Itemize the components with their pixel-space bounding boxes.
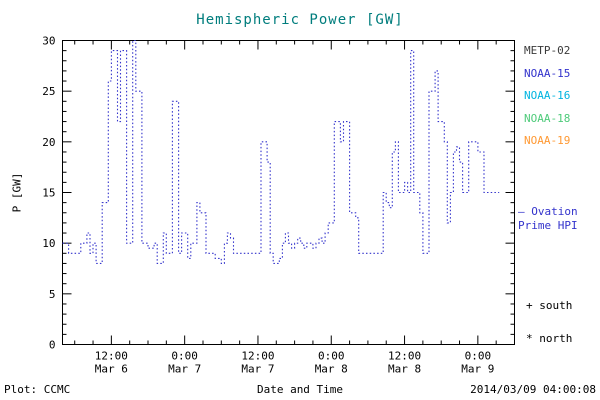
plot-credit: Plot: CCMC	[4, 383, 71, 396]
x-tick-time-label: 12:00	[95, 350, 128, 363]
x-tick-date-label: Mar 8	[388, 363, 421, 376]
legend-item-noaa-15: NOAA-15	[524, 66, 571, 80]
ovation-prime-line1: — Ovation	[518, 205, 578, 218]
x-tick-date-label: Mar 8	[315, 363, 348, 376]
legend: METP-02 NOAA-15 NOAA-16 NOAA-18 NOAA-19	[524, 40, 570, 153]
y-tick-label: 30	[42, 35, 55, 48]
x-tick-date-label: Mar 7	[168, 363, 201, 376]
legend-item-noaa-18: NOAA-18	[524, 111, 571, 125]
north-marker-legend: * north	[526, 332, 573, 345]
x-axis-label: Date and Time	[256, 383, 344, 396]
ovation-prime-line2: Prime HPI	[518, 219, 578, 232]
y-tick-label: 0	[49, 339, 56, 352]
timestamp: 2014/03/09 04:00:08	[470, 383, 596, 396]
x-tick-date-label: Mar 7	[241, 363, 274, 376]
plot-frame	[62, 40, 515, 345]
legend-item-noaa-19: NOAA-19	[524, 134, 571, 147]
x-tick-time-label: 0:00	[318, 350, 345, 363]
x-tick-date-label: Mar 6	[95, 363, 128, 376]
x-tick-time-label: 0:00	[171, 350, 198, 363]
y-tick-label: 25	[42, 85, 55, 98]
south-marker-legend: + south	[526, 299, 573, 312]
chart-title: Hemispheric Power [GW]	[196, 12, 404, 28]
y-axis-label: P [GW]	[10, 172, 24, 213]
y-tick-label: 10	[42, 237, 55, 250]
legend-item-metp-02: METP-02	[524, 44, 571, 57]
y-tick-label: 15	[42, 187, 55, 200]
legend-item-noaa-16: NOAA-16	[524, 89, 571, 102]
x-tick-time-label: 12:00	[241, 350, 274, 363]
hpi-data-line	[62, 39, 500, 264]
y-tick-label: 5	[49, 288, 56, 301]
x-tick-date-label: Mar 9	[461, 363, 494, 376]
y-tick-label: 20	[42, 136, 55, 149]
x-tick-time-label: 12:00	[388, 350, 421, 363]
x-tick-time-label: 0:00	[465, 350, 492, 363]
ovation-prime-label: — Ovation Prime HPI	[518, 205, 578, 233]
